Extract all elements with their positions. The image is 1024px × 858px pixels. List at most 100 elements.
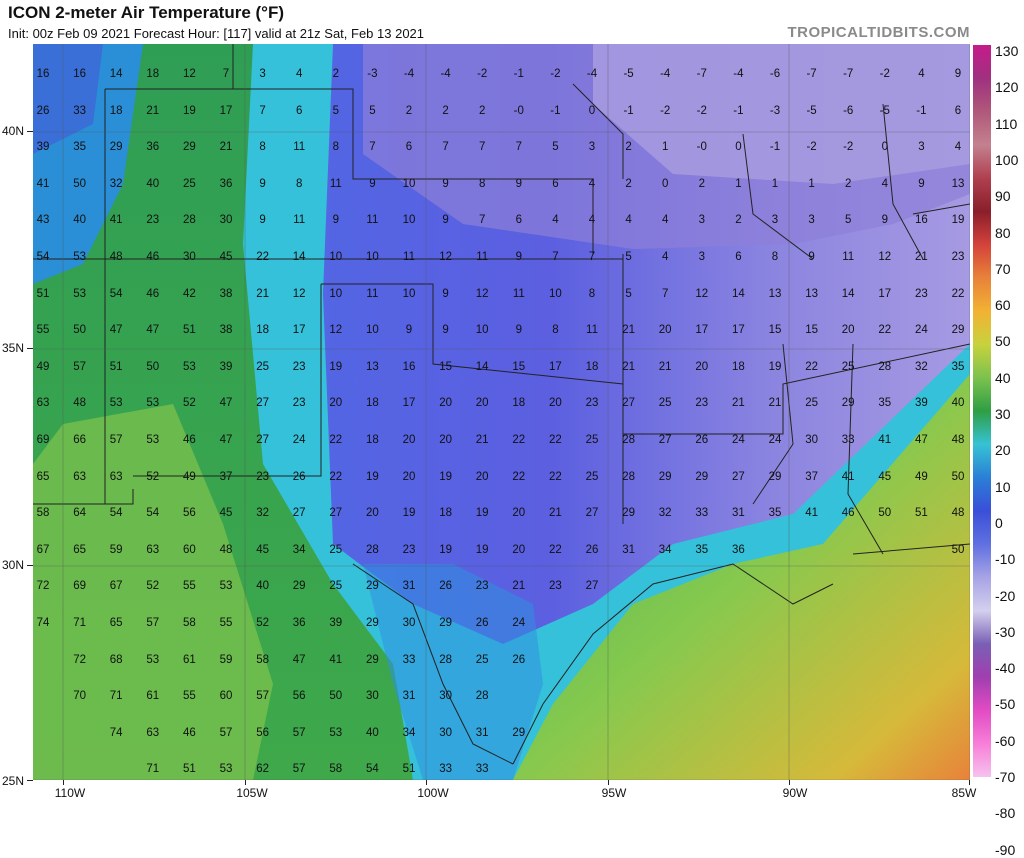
temperature-value: 3 — [698, 214, 705, 227]
temperature-value: 52 — [256, 617, 269, 629]
temperature-value: 14 — [841, 287, 855, 300]
temperature-map: 16 16 14 18 12 7 3 4 2 -3 -4 -4 -2 -1 -2 -4 -5 -4 -7 -4 -6 -7… — [33, 44, 970, 780]
temperature-value: 49 — [914, 470, 928, 483]
temperature-value: 60 — [182, 543, 196, 556]
temperature-value: 8 — [771, 251, 779, 263]
colorbar-label: 70 — [995, 260, 1011, 277]
map-background — [33, 44, 970, 780]
temperature-value: 19 — [951, 214, 965, 227]
temperature-value: 4 — [625, 214, 632, 227]
temperature-value: 27 — [731, 470, 745, 483]
temperature-value: -7 — [696, 68, 707, 80]
temperature-value: 12 — [878, 251, 892, 263]
temperature-value: 57 — [292, 726, 306, 739]
temperature-value: 46 — [182, 726, 196, 739]
temperature-value: 27 — [256, 397, 269, 410]
temperature-value: 5 — [369, 104, 376, 117]
temperature-value: 33 — [841, 434, 855, 446]
temperature-value: 47 — [146, 324, 160, 337]
temperature-value: -4 — [440, 68, 451, 80]
temperature-value: 13 — [951, 177, 965, 190]
temperature-value: 71 — [73, 617, 86, 629]
lon-label-85w: 85W — [951, 786, 977, 800]
temperature-value: 22 — [512, 470, 526, 483]
temperature-value: 15 — [512, 360, 526, 373]
temperature-value: 9 — [259, 177, 266, 190]
colorbar-label: 50 — [995, 333, 1011, 350]
lon-tick — [969, 780, 970, 785]
temperature-value: 36 — [146, 141, 160, 154]
temperature-value: 27 — [292, 507, 306, 520]
temperature-value: 49 — [36, 360, 50, 373]
temperature-value: -2 — [843, 141, 854, 154]
temperature-value: -4 — [403, 68, 415, 80]
temperature-value: -1 — [513, 68, 524, 80]
temperature-value: 21 — [658, 360, 672, 373]
temperature-value: 19 — [329, 360, 343, 373]
temperature-value: 63 — [36, 397, 50, 410]
temperature-value: 69 — [73, 580, 86, 593]
temperature-value: 20 — [402, 434, 416, 446]
temperature-value: 23 — [695, 397, 709, 410]
temperature-value: 7 — [369, 141, 376, 154]
temperature-value: 28 — [182, 214, 196, 227]
temperature-value: 29 — [439, 617, 452, 629]
temperature-value: 12 — [695, 287, 709, 300]
temperature-value: 25 — [585, 434, 599, 446]
temperature-value: 42 — [182, 287, 196, 300]
colorbar-label: 20 — [995, 442, 1011, 459]
temperature-value: 46 — [841, 507, 855, 520]
temperature-value: 58 — [329, 763, 343, 776]
temperature-value: 50 — [951, 543, 965, 556]
temperature-value: 40 — [73, 214, 86, 227]
temperature-value: 6 — [735, 251, 742, 263]
temperature-value: 48 — [73, 397, 86, 410]
temperature-value: 61 — [146, 690, 160, 703]
temperature-value: 23 — [548, 580, 562, 593]
temperature-value: 21 — [622, 360, 635, 373]
temperature-value: 20 — [365, 507, 379, 520]
temperature-value: 26 — [292, 470, 306, 483]
temperature-value: 18 — [365, 434, 379, 446]
temperature-value: 22 — [878, 324, 892, 337]
temperature-value: 18 — [731, 360, 745, 373]
temperature-value: 57 — [146, 617, 160, 629]
temperature-value: -5 — [623, 68, 634, 80]
temperature-value: 20 — [439, 397, 452, 410]
temperature-value: 55 — [36, 324, 50, 337]
temperature-value: 29 — [768, 470, 782, 483]
temperature-value: 9 — [515, 177, 522, 190]
temperature-value: 2 — [405, 104, 413, 117]
temperature-value: 22 — [329, 470, 343, 483]
temperature-value: 16 — [36, 68, 50, 80]
temperature-value: 19 — [439, 470, 452, 483]
temperature-value: 22 — [256, 251, 269, 263]
temperature-value: 7 — [478, 141, 486, 154]
temperature-value: 21 — [475, 434, 489, 446]
temperature-value: 19 — [182, 104, 196, 117]
temperature-value: 31 — [475, 726, 489, 739]
temperature-value: 45 — [256, 543, 269, 556]
temperature-value: 46 — [146, 251, 160, 263]
temperature-value: 17 — [878, 287, 892, 300]
temperature-value: 20 — [658, 324, 672, 337]
lat-label-25n: 25N — [2, 774, 25, 788]
temperature-value: 33 — [475, 763, 489, 776]
temperature-value: 2 — [478, 104, 486, 117]
temperature-value: 58 — [36, 507, 50, 520]
temperature-value: 68 — [109, 653, 123, 666]
temperature-value: 22 — [512, 434, 526, 446]
temperature-value: 30 — [402, 617, 416, 629]
temperature-value: 37 — [805, 470, 818, 483]
temperature-value: 14 — [292, 251, 306, 263]
temperature-value: 2 — [698, 177, 705, 190]
temperature-value: 20 — [475, 397, 489, 410]
temperature-value: 31 — [402, 580, 416, 593]
temperature-value: 67 — [36, 543, 50, 556]
temperature-value: 8 — [478, 177, 486, 190]
temperature-value: 65 — [36, 470, 50, 483]
temperature-value: 8 — [259, 141, 266, 154]
temperature-value: 17 — [695, 324, 709, 337]
temperature-value: 53 — [109, 397, 123, 410]
temperature-value: 65 — [73, 543, 86, 556]
